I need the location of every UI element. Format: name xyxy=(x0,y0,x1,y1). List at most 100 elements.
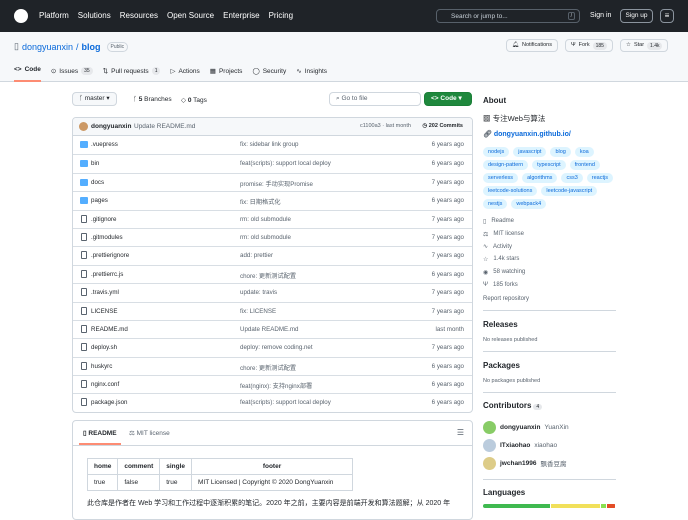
commit-message[interactable]: Update README.md xyxy=(240,325,299,333)
nav-resources[interactable]: Resources xyxy=(119,11,158,20)
file-name[interactable]: bin xyxy=(91,160,100,168)
notifications-button[interactable]: 🔔︎ Notifications xyxy=(506,39,558,52)
contributor[interactable]: dongyuanxin YuanXin xyxy=(483,418,616,436)
language-segment[interactable] xyxy=(601,504,607,508)
file-row[interactable]: huskyrc chore: 更新测试配置 6 years ago xyxy=(73,356,472,375)
commit-hash[interactable]: c1100a3 · last month xyxy=(360,123,411,129)
file-row[interactable]: package.json feat(scripts): support local… xyxy=(73,393,472,411)
topic-tag[interactable]: nodejs xyxy=(483,147,510,157)
topic-tag[interactable]: koa xyxy=(574,147,594,157)
topic-tag[interactable]: design-pattern xyxy=(483,160,529,170)
commit-message[interactable]: chore: 更新测试配置 xyxy=(240,272,297,280)
releases-heading[interactable]: Releases xyxy=(483,320,518,329)
tab-code[interactable]: <> Code xyxy=(14,66,41,82)
topic-tag[interactable]: serverless xyxy=(483,173,519,183)
readme-tab[interactable]: ▯ README xyxy=(79,429,121,445)
tab-issues[interactable]: ⊙ Issues 35 xyxy=(51,66,93,76)
nav-pricing[interactable]: Pricing xyxy=(268,11,294,20)
file-row[interactable]: .prettierrc.js chore: 更新测试配置 6 years ago xyxy=(73,264,472,283)
language-segment[interactable] xyxy=(551,504,601,508)
report-repository-link[interactable]: Report repository xyxy=(483,296,530,302)
topic-tag[interactable]: nestjs xyxy=(483,199,508,209)
contributors-heading[interactable]: Contributors xyxy=(483,401,532,410)
topic-tag[interactable]: reactjs xyxy=(586,173,613,183)
topic-tag[interactable]: webpack4 xyxy=(511,199,547,209)
file-row[interactable]: bin feat(scripts): support local deploy 6 … xyxy=(73,154,472,172)
branches-link[interactable]: ᚴ 5 Branches xyxy=(133,96,172,103)
file-row[interactable]: .vuepress fix: sidebar link group 6 years … xyxy=(73,136,472,154)
file-row[interactable]: LICENSE fix: LICENSE 7 years ago xyxy=(73,301,472,320)
menu-icon[interactable]: ≡ xyxy=(660,9,674,23)
file-name[interactable]: .gitignore xyxy=(91,215,117,223)
contributor[interactable]: ITxiaohao xiaohao xyxy=(483,436,616,454)
file-name[interactable]: .vuepress xyxy=(91,141,118,148)
file-row[interactable]: deploy.sh deploy: remove coding.net 7 year… xyxy=(73,338,472,356)
commits-link[interactable]: ◷ 202 Commits xyxy=(422,123,463,129)
commit-message[interactable]: fix: 日期格式化 xyxy=(240,199,281,207)
topic-tag[interactable]: leetcode-javascript xyxy=(541,186,598,196)
nav-solutions[interactable]: Solutions xyxy=(77,11,111,20)
packages-heading[interactable]: Packages xyxy=(483,361,520,370)
tab-insights[interactable]: ∿ Insights xyxy=(296,66,327,76)
sign-in-link[interactable]: Sign in xyxy=(590,12,612,19)
code-button[interactable]: <> Code ▾ xyxy=(424,92,472,106)
meta-item[interactable]: ∿ Activity xyxy=(483,240,616,253)
file-name[interactable]: huskyrc xyxy=(91,362,113,370)
language-segment[interactable] xyxy=(607,504,615,508)
commit-message[interactable]: add: prettier xyxy=(240,252,274,260)
file-name[interactable]: .travis.yml xyxy=(91,289,119,297)
commit-message[interactable]: Update README.md xyxy=(134,123,196,130)
go-to-file-input[interactable]: ⌕ Go to file xyxy=(329,92,421,106)
tab-actions[interactable]: ▷ Actions xyxy=(170,66,199,76)
meta-item[interactable]: Ψ 185 forks xyxy=(483,278,616,291)
contributor[interactable]: jwchan1996 飘香豆腐 xyxy=(483,454,616,472)
branch-select[interactable]: ᚴ master ▾ xyxy=(72,92,117,106)
file-row[interactable]: .gitmodules rm: old submodule 7 years ago xyxy=(73,227,472,246)
file-row[interactable]: nginx.conf feat(nginx): 支持nginx部署 6 years … xyxy=(73,375,472,393)
meta-item[interactable]: ⚖ MIT license xyxy=(483,228,616,241)
file-row[interactable]: .gitignore rm: old submodule 7 years ago xyxy=(73,209,472,228)
file-name[interactable]: .prettierignore xyxy=(91,252,130,260)
commit-message[interactable]: feat(scripts): support local deploy xyxy=(240,399,331,407)
commit-message[interactable]: deploy: remove coding.net xyxy=(240,344,313,352)
file-row[interactable]: .travis.yml update: travis 7 years ago xyxy=(73,283,472,301)
nav-enterprise[interactable]: Enterprise xyxy=(223,11,260,20)
meta-item[interactable]: ◉ 58 watching xyxy=(483,266,616,279)
language-segment[interactable] xyxy=(483,504,551,508)
file-name[interactable]: nginx.conf xyxy=(91,381,120,389)
topic-tag[interactable]: typescript xyxy=(532,160,566,170)
repo-name[interactable]: blog xyxy=(81,41,101,52)
star-button[interactable]: ☆ Star 1.4k xyxy=(620,39,669,52)
commit-message[interactable]: promise: 手动实现Promise xyxy=(240,180,313,188)
file-name[interactable]: .prettierrc.js xyxy=(91,270,124,278)
commit-message[interactable]: feat(nginx): 支持nginx部署 xyxy=(240,383,313,391)
file-row[interactable]: docs promise: 手动实现Promise 7 years ago xyxy=(73,172,472,191)
commit-message[interactable]: rm: old submodule xyxy=(240,215,291,223)
file-row[interactable]: .prettierignore add: prettier 7 years ago xyxy=(73,246,472,264)
topic-tag[interactable]: javascript xyxy=(513,147,547,157)
tab-projects[interactable]: ▦ Projects xyxy=(210,66,243,76)
outline-icon[interactable]: ☰ xyxy=(456,428,464,437)
file-name[interactable]: deploy.sh xyxy=(91,344,118,352)
commit-message[interactable]: rm: old submodule xyxy=(240,233,291,241)
commit-message[interactable]: update: travis xyxy=(240,289,278,297)
commit-message[interactable]: chore: 更新测试配置 xyxy=(240,364,297,372)
meta-item[interactable]: ▯ Readme xyxy=(483,215,616,228)
nav-platform[interactable]: Platform xyxy=(39,11,69,20)
file-row[interactable]: README.md Update README.md last month xyxy=(73,319,472,338)
topic-tag[interactable]: algorithms xyxy=(522,173,558,183)
commit-author[interactable]: dongyuanxin xyxy=(91,123,132,130)
homepage-link[interactable]: 🔗︎ dongyuanxin.github.io/ xyxy=(483,130,616,138)
tab-security[interactable]: ◯ Security xyxy=(252,66,286,76)
file-name[interactable]: README.md xyxy=(91,325,128,333)
file-row[interactable]: pages fix: 日期格式化 6 years ago xyxy=(73,191,472,209)
commit-message[interactable]: fix: LICENSE xyxy=(240,307,277,315)
file-name[interactable]: pages xyxy=(91,197,108,205)
topic-tag[interactable]: blog xyxy=(550,147,571,157)
sign-up-button[interactable]: Sign up xyxy=(620,9,653,23)
topic-tag[interactable]: leetcode-solutions xyxy=(483,186,538,196)
file-name[interactable]: package.json xyxy=(91,399,128,407)
github-logo-icon[interactable] xyxy=(14,9,28,23)
license-tab[interactable]: ⚖ MIT license xyxy=(129,429,170,437)
tags-link[interactable]: ◇ 0 Tags xyxy=(181,96,207,104)
